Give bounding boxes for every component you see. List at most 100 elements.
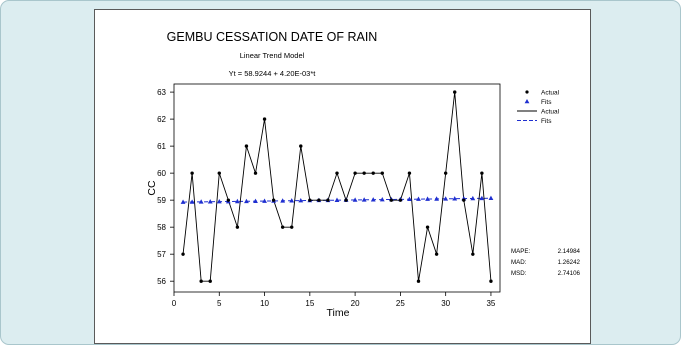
fits-point — [416, 196, 421, 201]
accuracy-value: 2.74106 — [558, 270, 581, 277]
y-axis-label: CC — [146, 180, 158, 196]
fits-point — [434, 196, 440, 201]
actual-point — [407, 171, 412, 175]
legend: Actual Fits Actual Fits — [517, 90, 560, 125]
actual-point — [362, 171, 366, 175]
actual-point — [271, 198, 276, 202]
x-tick-label: 30 — [441, 299, 450, 308]
actual-point — [471, 252, 475, 256]
trend-equation: Yt = 58.9244 + 4.20E-03*t — [229, 69, 317, 78]
y-tick-label: 60 — [157, 169, 166, 178]
accuracy-value: 2.14984 — [558, 248, 581, 255]
fits-point — [425, 196, 430, 201]
plot-card: GEMBU CESSATION DATE OF RAIN Linear Tren… — [94, 9, 591, 344]
fits-point — [180, 199, 186, 204]
fits-point — [479, 195, 485, 201]
fits-point — [253, 198, 258, 203]
fits-point — [189, 199, 195, 204]
legend-label: Actual — [541, 109, 560, 116]
x-tick-label: 15 — [305, 299, 314, 308]
fits-point — [407, 196, 412, 202]
y-tick-label: 63 — [157, 88, 166, 97]
legend-label: Fits — [541, 99, 552, 106]
y-tick-label: 61 — [157, 142, 166, 151]
x-tick-label: 20 — [351, 299, 360, 308]
chart-title: GEMBU CESSATION DATE OF RAIN — [167, 30, 378, 44]
actual-point — [226, 198, 231, 202]
actual-point — [290, 225, 294, 229]
y-tick-label: 57 — [157, 250, 166, 259]
y-tick-label: 62 — [157, 115, 166, 124]
actual-point — [344, 198, 348, 202]
actual-point — [398, 198, 403, 202]
fits-point — [370, 197, 376, 202]
plot-area — [173, 83, 501, 293]
fits-point — [207, 199, 213, 204]
x-tick-label: 35 — [486, 299, 495, 308]
actual-point — [208, 279, 212, 283]
fits-point — [289, 198, 295, 203]
accuracy-label: MAPE: — [511, 248, 531, 255]
actual-point — [235, 225, 240, 229]
accuracy-measures: MAPE: 2.14984 MAD: 1.26242 MSD: 2.74106 — [511, 248, 581, 277]
fits-point — [334, 197, 340, 202]
actual-point — [190, 171, 194, 175]
fits-point — [488, 195, 494, 201]
x-tick-label: 5 — [217, 299, 222, 308]
actual-point — [353, 171, 357, 175]
y-tick-label: 58 — [157, 223, 166, 232]
actual-point — [308, 198, 312, 202]
actual-point — [280, 225, 285, 229]
actual-point — [434, 252, 439, 256]
x-tick-label: 25 — [396, 299, 405, 308]
fits-point — [198, 199, 204, 204]
fits-point — [452, 196, 458, 201]
x-axis-label: Time — [327, 307, 350, 319]
legend-label: Fits — [541, 118, 552, 125]
fits-point — [244, 198, 249, 204]
actual-point — [217, 171, 221, 175]
actual-point — [299, 144, 303, 148]
actual-point — [380, 171, 384, 175]
series-layer — [180, 90, 494, 283]
fits-series-line — [183, 197, 491, 203]
legend-triangle-swatch — [524, 99, 530, 104]
actual-point — [262, 117, 267, 121]
fits-point — [280, 198, 286, 203]
actual-point — [253, 171, 258, 175]
actual-point — [462, 198, 466, 202]
fits-point — [443, 196, 449, 201]
actual-point — [244, 144, 249, 148]
fits-point — [470, 195, 476, 201]
legend-label: Actual — [541, 90, 560, 97]
accuracy-label: MAD: — [511, 259, 527, 266]
fits-point — [234, 198, 240, 204]
actual-point — [453, 90, 457, 94]
actual-point — [326, 198, 330, 202]
fits-point — [361, 197, 367, 202]
fits-point — [379, 196, 385, 202]
fits-point — [352, 197, 358, 202]
actual-point — [443, 171, 448, 175]
actual-point — [181, 252, 185, 256]
actual-series-line — [182, 92, 492, 282]
x-tick-label: 0 — [172, 299, 177, 308]
trend-chart: GEMBU CESSATION DATE OF RAIN Linear Tren… — [146, 30, 581, 319]
actual-point — [335, 171, 339, 175]
fits-point — [298, 198, 304, 203]
actual-point — [317, 198, 321, 202]
fits-point — [262, 198, 267, 203]
actual-point — [416, 279, 421, 283]
fits-point — [216, 199, 222, 204]
actual-point — [489, 279, 493, 283]
actual-point — [371, 171, 375, 175]
actual-point — [199, 279, 203, 283]
actual-point — [389, 198, 394, 202]
y-axis: 56 57 58 59 60 61 62 63 — [157, 88, 174, 286]
x-tick-label: 10 — [260, 299, 269, 308]
actual-point — [425, 225, 430, 229]
accuracy-label: MSD: — [511, 270, 527, 277]
y-tick-label: 59 — [157, 196, 166, 205]
y-tick-label: 56 — [157, 277, 166, 286]
